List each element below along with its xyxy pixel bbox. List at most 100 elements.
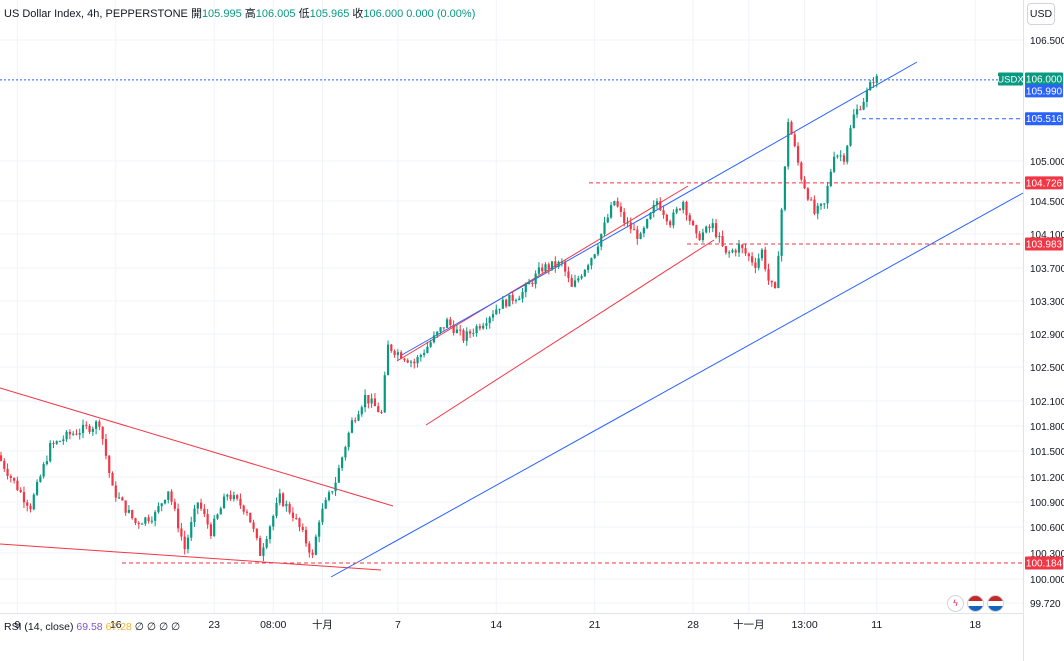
candle-body — [396, 352, 399, 355]
candle-body — [810, 199, 813, 201]
candle-body — [173, 501, 176, 509]
lightning-icon[interactable]: ϟ — [947, 595, 964, 612]
trend-line — [425, 239, 715, 426]
interval[interactable]: 4h — [87, 8, 100, 20]
candle-body — [583, 269, 586, 277]
us-flag-icon[interactable] — [987, 595, 1004, 612]
candle-body — [852, 114, 855, 129]
candle-body — [587, 265, 590, 270]
price-tick-label: 104.500 — [1030, 197, 1064, 208]
candle-body — [790, 122, 793, 135]
candle-body — [537, 267, 541, 274]
candle-body — [222, 496, 226, 509]
candle-body — [6, 468, 9, 476]
candle-body — [777, 255, 780, 289]
candle-body — [842, 155, 846, 162]
candle-body — [239, 498, 242, 506]
price-label: 105.990 — [1026, 86, 1063, 97]
candle-body — [298, 518, 301, 527]
candle-body — [600, 233, 603, 247]
candle-body — [177, 508, 180, 529]
candle-body — [836, 155, 839, 157]
candle-body — [678, 208, 682, 210]
candle-body — [124, 500, 127, 513]
candle-body — [49, 442, 52, 462]
candle-body — [281, 493, 285, 507]
candle-body — [163, 499, 167, 504]
candle-body — [186, 537, 190, 550]
candle-body — [216, 514, 219, 519]
price-label-bg — [1025, 237, 1063, 251]
currency-button[interactable]: USD — [1027, 3, 1055, 25]
candle-body — [288, 503, 291, 513]
price-tick-label: 101.200 — [1030, 473, 1064, 484]
candle-body — [19, 490, 22, 493]
candle-body — [383, 375, 386, 413]
candle-body — [829, 171, 832, 186]
rsi-extra: ∅ — [146, 621, 157, 633]
candle-body — [98, 421, 101, 427]
candle-body — [295, 517, 298, 519]
candle-body — [400, 352, 403, 359]
candle-body — [245, 511, 249, 513]
candle-body — [531, 282, 534, 285]
rsi-legend[interactable]: RSI (14, close) 69.58 67.28 ∅ ∅ ∅ ∅ — [4, 621, 180, 633]
candle-body — [170, 491, 173, 502]
candle-body — [455, 329, 459, 334]
candle-body — [301, 526, 304, 530]
candle-body — [406, 360, 409, 363]
candle-body — [426, 346, 429, 353]
candle-body — [409, 361, 413, 363]
candle-body — [465, 331, 468, 341]
candle-body — [127, 510, 131, 513]
price-labels: USDX 106.000105.990105.516104.726103.9831… — [997, 72, 1063, 570]
close-label: 收 — [352, 8, 364, 20]
symbol-name[interactable]: US Dollar Index — [4, 8, 82, 20]
time-tick-label: 18 — [969, 619, 981, 631]
candle-body — [85, 424, 88, 426]
candle-body — [354, 420, 357, 422]
candle-body — [518, 298, 521, 301]
trend-line — [396, 185, 689, 362]
candle-body — [213, 518, 216, 536]
us-flag-icon[interactable] — [967, 595, 984, 612]
chart-drawings — [0, 61, 1024, 578]
candle-body — [101, 426, 104, 440]
candle-body — [550, 261, 554, 270]
candle-body — [698, 233, 701, 241]
candle-body — [488, 317, 491, 324]
candle-body — [554, 261, 557, 268]
price-label: 100.184 — [1026, 559, 1063, 570]
candle-body — [3, 460, 6, 469]
candle-body — [691, 220, 695, 226]
candle-body — [350, 420, 354, 433]
candle-body — [327, 492, 331, 501]
candle-body — [780, 209, 783, 256]
event-icons: ϟ — [947, 595, 1004, 612]
candle-body — [567, 271, 570, 278]
candle-body — [285, 503, 288, 507]
candle-body — [773, 282, 777, 289]
candle-body — [252, 522, 255, 529]
candle-body — [134, 518, 137, 523]
candle-body — [478, 326, 481, 329]
candle-body — [75, 433, 78, 435]
candle-body — [203, 508, 206, 515]
candle-body — [724, 246, 727, 253]
price-label: 103.983 — [1026, 239, 1063, 250]
candle-body — [705, 226, 708, 233]
candle-body — [262, 547, 265, 556]
rsi-label: RSI (14, close) — [4, 621, 74, 633]
candle-body — [475, 326, 478, 334]
candle-body — [55, 441, 58, 444]
candle-body — [623, 211, 626, 224]
candle-body — [91, 428, 94, 432]
candle-body — [357, 414, 360, 421]
candle-body — [386, 344, 390, 376]
candle-body — [147, 517, 150, 522]
candle-body — [626, 222, 629, 224]
candle-body — [347, 432, 350, 448]
candle-body — [744, 248, 747, 254]
candle-body — [29, 505, 32, 510]
